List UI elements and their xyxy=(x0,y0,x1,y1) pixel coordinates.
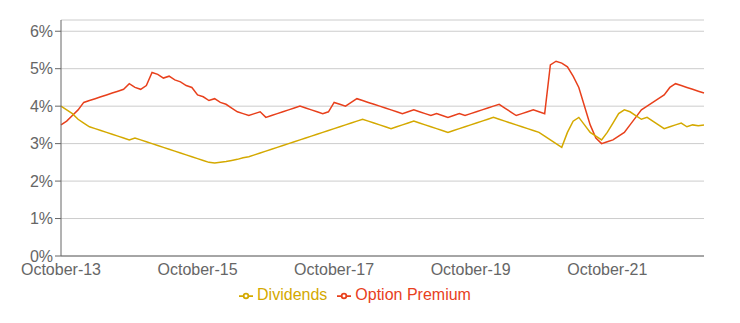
svg-text:2%: 2% xyxy=(30,173,53,190)
svg-text:3%: 3% xyxy=(30,135,53,152)
html-text:Option Premium: Option Premium xyxy=(355,286,471,303)
svg-text:October-17: October-17 xyxy=(294,261,374,278)
svg-text:October-19: October-19 xyxy=(431,261,511,278)
svg-text:1%: 1% xyxy=(30,210,53,227)
svg-text:October-15: October-15 xyxy=(158,261,238,278)
svg-text:6%: 6% xyxy=(30,23,53,40)
svg-text:October-13: October-13 xyxy=(21,261,101,279)
svg-text:October-21: October-21 xyxy=(567,261,647,278)
svg-text:5%: 5% xyxy=(30,60,53,77)
svg-text:4%: 4% xyxy=(30,98,53,115)
html-text:Dividends: Dividends xyxy=(257,286,328,303)
svg-text:0%: 0% xyxy=(30,248,53,265)
